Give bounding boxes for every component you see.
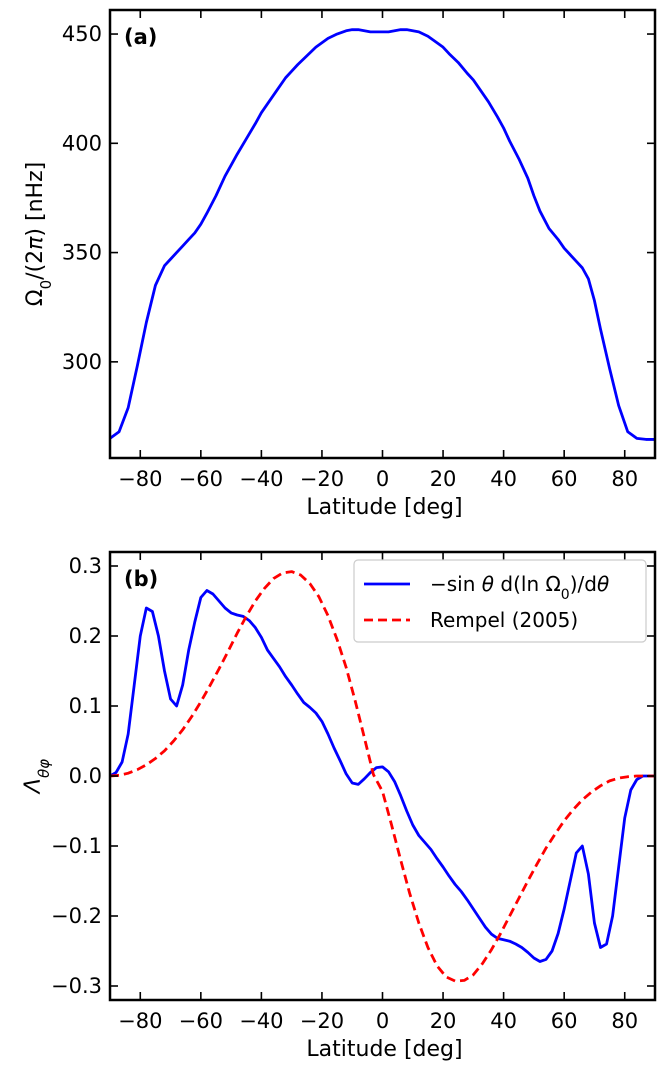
y-tick-label: 400 [62, 131, 102, 155]
y-axis-label: Ω0/(2π) [nHz] [23, 162, 55, 306]
x-tick-label: −40 [239, 1009, 283, 1033]
y-tick-label: 0.1 [69, 694, 102, 718]
x-tick-label: 20 [430, 467, 457, 491]
x-tick-label: 60 [551, 1009, 578, 1033]
x-axis-label: Latitude [deg] [306, 495, 462, 520]
y-tick-label: −0.2 [51, 904, 102, 928]
x-tick-label: 0 [376, 467, 389, 491]
y-tick-label: 0.3 [69, 554, 102, 578]
y-tick-label: 0.2 [69, 624, 102, 648]
plot-frame [108, 8, 657, 460]
x-tick-label: −80 [118, 467, 162, 491]
y-tick-label: −0.3 [51, 974, 102, 998]
panel-b: −80 −60 −40 −20 0 20 40 60 80 −0.3 −0.2 −0.1 0.0 0.1 0… [21, 550, 657, 1062]
x-tick-label: 40 [490, 1009, 517, 1033]
x-tick-label: 60 [551, 467, 578, 491]
y-axis-label: Λθφ [21, 759, 53, 795]
x-tick-label: 20 [430, 1009, 457, 1033]
series-line-0 [110, 589, 655, 963]
panel-label: (a) [124, 25, 157, 49]
x-axis-label: Latitude [deg] [306, 1037, 462, 1062]
x-tick-label: −20 [300, 1009, 344, 1033]
x-tick-label: −20 [300, 467, 344, 491]
series-line-0 [110, 28, 655, 441]
x-tick-label: 80 [611, 467, 638, 491]
panel-label: (b) [124, 567, 158, 591]
legend-box [353, 559, 647, 643]
y-tick-label: 450 [62, 22, 102, 46]
y-tick-label: 350 [62, 241, 102, 265]
legend-label-0: −sin θ d(ln Ω0)/dθ [430, 572, 609, 603]
x-tick-label: 80 [611, 1009, 638, 1033]
x-tick-label: −60 [179, 1009, 223, 1033]
x-tick-label: 0 [376, 1009, 389, 1033]
y-tick-label: 0.0 [69, 764, 102, 788]
x-tick-label: −80 [118, 1009, 162, 1033]
y-tick-label: 300 [62, 350, 102, 374]
x-tick-label: 40 [490, 467, 517, 491]
panel-a: −80 −60 −40 −20 0 20 40 60 80 300 350 400 450 Latitud… [23, 8, 657, 520]
y-tick-label: −0.1 [51, 834, 102, 858]
legend-label-1: Rempel (2005) [430, 608, 578, 632]
legend: −sin θ d(ln Ω0)/dθ Rempel (2005) [353, 559, 647, 643]
x-tick-label: −60 [179, 467, 223, 491]
x-tick-label: −40 [239, 467, 283, 491]
